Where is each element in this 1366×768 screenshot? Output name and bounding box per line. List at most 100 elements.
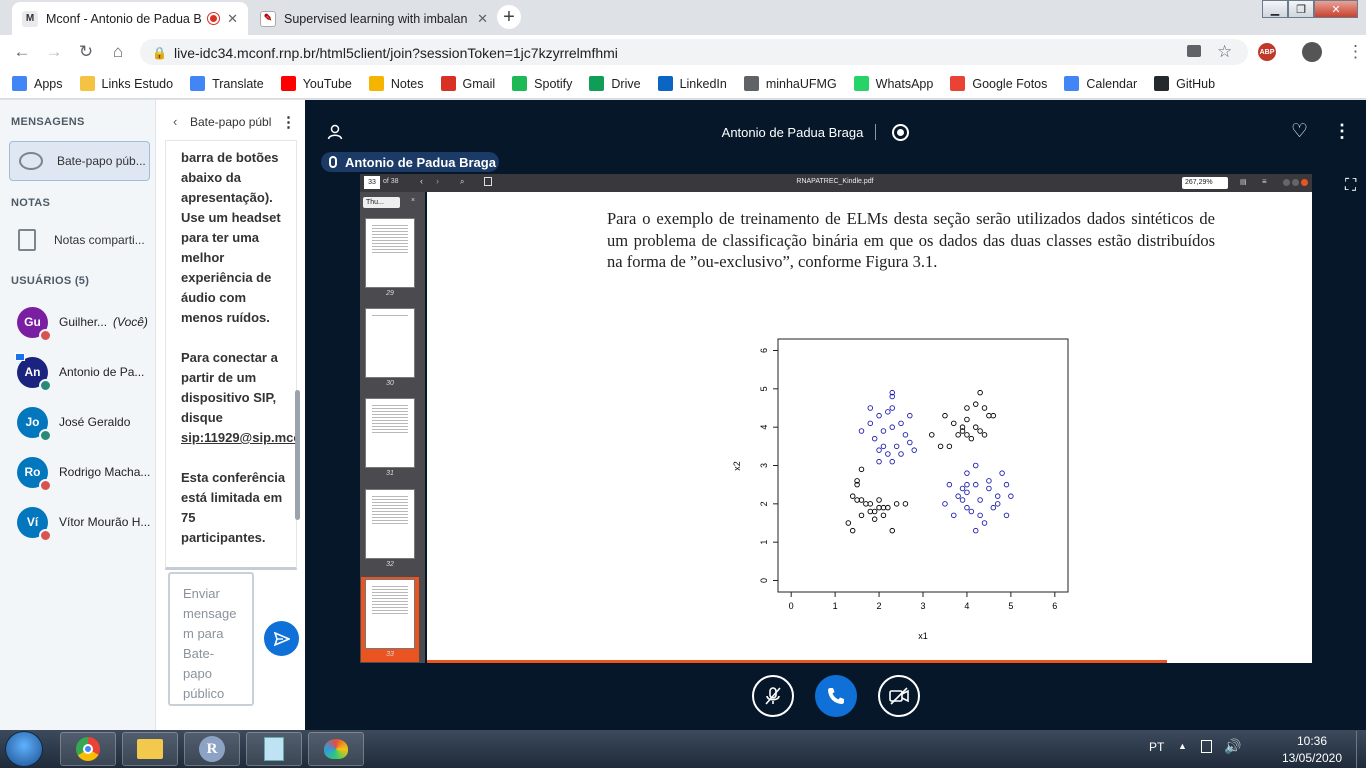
pdf-print-icon[interactable]: ▤ <box>1240 179 1247 186</box>
public-chat-item[interactable]: Bate-papo púb... <box>9 141 150 181</box>
minimize-button[interactable]: ▁ <box>1262 0 1288 18</box>
language-indicator[interactable]: PT <box>1149 740 1165 754</box>
bookmark-notes[interactable]: Notes <box>368 76 424 91</box>
user-item[interactable]: Gu Guilher... (Você) <box>17 297 155 347</box>
bookmark-drive[interactable]: Drive <box>589 76 641 91</box>
fullscreen-icon[interactable]: ⛶ <box>1345 177 1357 194</box>
user-item[interactable]: Ro Rodrigo Macha... <box>17 447 155 497</box>
pdf-thumbnail[interactable] <box>365 218 415 288</box>
title-divider <box>875 124 876 140</box>
notes-icon <box>368 76 384 91</box>
taskbar-explorer[interactable] <box>122 732 178 766</box>
new-tab-button[interactable]: + <box>497 5 521 29</box>
taskbar-paint[interactable] <box>308 732 364 766</box>
chat-message: barra de botões abaixo da apresentação). Us… <box>181 148 298 558</box>
pdf-minimize-dot[interactable] <box>1283 179 1290 186</box>
bookmark-star-icon[interactable]: ☆ <box>1217 42 1233 61</box>
chat-line[interactable]: sip:11929@sip.mco <box>181 430 298 445</box>
mute-button[interactable] <box>752 675 794 717</box>
taskbar-chrome[interactable] <box>60 732 116 766</box>
forward-icon[interactable]: → <box>45 42 63 61</box>
mic-icon <box>329 156 337 168</box>
bookmark-minhaufmg[interactable]: minhaUFMG <box>743 76 837 91</box>
tab-mconf[interactable]: M Mconf - Antonio de Padua B ✕ <box>12 2 248 35</box>
bookmark-whatsapp[interactable]: WhatsApp <box>853 76 933 91</box>
pdf-zoom-select[interactable]: 267,29% <box>1182 177 1228 189</box>
chat-input[interactable] <box>168 572 254 706</box>
close-tab-icon[interactable]: ✕ <box>227 10 238 26</box>
avatar-initials: Jo <box>25 415 40 429</box>
clock-date[interactable]: 13/05/2020 <box>1281 751 1343 765</box>
bookmark-github[interactable]: GitHub <box>1154 76 1215 91</box>
pdf-thumbnail[interactable] <box>365 398 415 468</box>
tab-supervised[interactable]: ✎ Supervised learning with imbalan ✕ <box>250 2 498 35</box>
bookmark-gmail[interactable]: Gmail <box>440 76 495 91</box>
action-center-icon[interactable] <box>1201 740 1212 753</box>
user-item[interactable]: Ví Vítor Mourão H... <box>17 497 155 547</box>
start-button[interactable] <box>5 731 43 767</box>
pdf-close-dot[interactable] <box>1301 179 1308 186</box>
menu-icon[interactable]: ⋮ <box>1347 42 1364 61</box>
chat-options-icon[interactable]: ⋮ <box>281 114 296 131</box>
lock-icon[interactable]: 🔒 <box>152 46 167 60</box>
profile-avatar[interactable] <box>1302 42 1322 62</box>
clock-time[interactable]: 10:36 <box>1296 734 1328 748</box>
pdf-prev-icon[interactable]: ‹ <box>420 176 423 186</box>
adblock-icon[interactable]: ABP <box>1258 43 1276 61</box>
pdf-page-input[interactable]: 33 <box>364 176 380 189</box>
chat-back-icon[interactable]: ‹ <box>173 114 178 129</box>
taskbar-r[interactable]: R <box>184 732 240 766</box>
close-tab-icon[interactable]: ✕ <box>477 10 488 26</box>
pdf-sidebar-close-icon[interactable]: × <box>411 197 416 204</box>
pdf-next-icon[interactable]: › <box>436 176 439 186</box>
user-item[interactable]: An Antonio de Pa... <box>15 347 155 397</box>
heart-icon[interactable]: ♡ <box>1291 121 1309 142</box>
user-item[interactable]: Jo José Geraldo <box>17 397 155 447</box>
address-bar[interactable] <box>140 39 1248 65</box>
video-button[interactable] <box>878 675 920 717</box>
pdf-thumbnail[interactable] <box>365 489 415 559</box>
tray-expand-icon[interactable]: ▲ <box>1178 741 1187 751</box>
chat-scrollbar[interactable] <box>295 390 300 520</box>
thumb-text <box>372 586 408 616</box>
volume-icon[interactable]: 🔊 <box>1224 738 1242 754</box>
bookmark-google-fotos[interactable]: Google Fotos <box>950 76 1047 91</box>
user-list-toggle-icon[interactable] <box>327 124 343 140</box>
back-icon[interactable]: ← <box>13 42 31 61</box>
pdf-sidebar-select[interactable]: Thu... <box>363 197 400 208</box>
shared-notes-item[interactable]: Notas comparti... <box>9 222 150 258</box>
data-point <box>964 489 970 496</box>
url-text[interactable]: live-idc34.mconf.rnp.br/html5client/join… <box>174 45 618 61</box>
pdf-thumbnail[interactable] <box>365 579 415 649</box>
bookmark-links-estudo[interactable]: Links Estudo <box>79 76 173 91</box>
bookmark-translate[interactable]: Translate <box>190 76 264 91</box>
options-icon[interactable]: ⋮ <box>1333 121 1351 141</box>
pdf-maximize-dot[interactable] <box>1292 179 1299 186</box>
pdf-thumbnail[interactable] <box>365 308 415 378</box>
pdf-search-icon[interactable]: ⌕ <box>460 177 465 186</box>
bookmark-calendar[interactable]: Calendar <box>1064 76 1137 91</box>
data-point <box>871 435 878 442</box>
reload-icon[interactable]: ↻ <box>78 42 94 61</box>
taskbar-notepad[interactable] <box>246 732 302 766</box>
pdf-menu-icon[interactable]: ≡ <box>1262 177 1267 186</box>
close-window-button[interactable]: ✕ <box>1314 0 1358 18</box>
bookmark-apps[interactable]: Apps <box>12 76 63 91</box>
send-button[interactable] <box>264 621 299 656</box>
maximize-button[interactable]: ❐ <box>1288 0 1314 18</box>
home-icon[interactable]: ⌂ <box>112 42 124 61</box>
thumb-page-number: 32 <box>386 561 394 568</box>
pdf-sidebar-icon[interactable] <box>484 177 492 186</box>
gmail-icon <box>440 76 456 91</box>
bookmark-linkedin[interactable]: LinkedIn <box>657 76 727 91</box>
record-icon[interactable] <box>892 124 909 141</box>
show-desktop-button[interactable] <box>1356 731 1366 768</box>
user-name: Rodrigo Macha... <box>59 465 151 479</box>
recording-indicator-icon <box>208 13 220 24</box>
camera-icon[interactable] <box>1187 45 1201 57</box>
audio-button[interactable] <box>815 675 857 717</box>
bookmark-youtube[interactable]: YouTube <box>280 76 352 91</box>
github-icon <box>1154 76 1170 91</box>
user-name: Guilher... <box>59 315 108 329</box>
bookmark-spotify[interactable]: Spotify <box>512 76 572 91</box>
